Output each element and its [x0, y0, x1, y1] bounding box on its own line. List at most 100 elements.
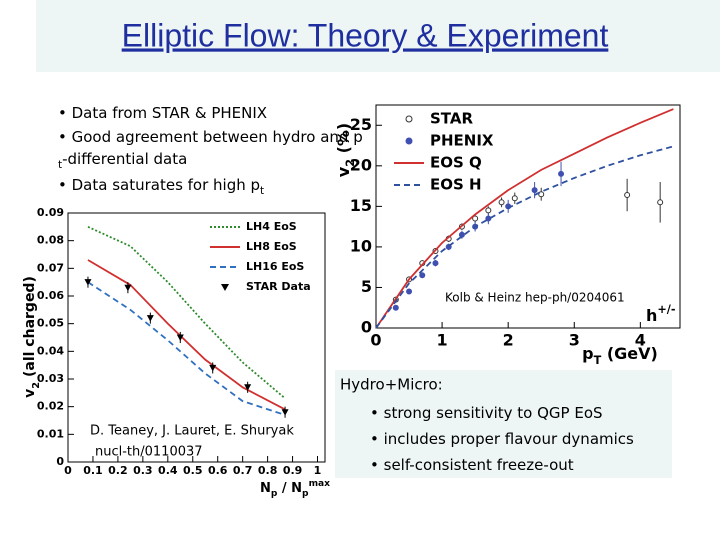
annotation: Kolb & Heinz hep-ph/0204061	[445, 291, 625, 305]
x-tick-label: 0.8	[258, 464, 278, 477]
legend-label: LH16 EoS	[246, 260, 304, 273]
plot-frame	[67, 212, 326, 463]
legend-label: EOS Q	[430, 154, 482, 172]
data-point	[244, 384, 252, 391]
x-tick-label: 0.3	[133, 464, 153, 477]
y-tick-label: 0.09	[37, 206, 64, 219]
x-axis-label-part: p	[302, 489, 309, 499]
particle-label-part: h	[646, 306, 657, 325]
series-line	[375, 108, 674, 329]
y-tick-label: 0	[361, 318, 372, 337]
y-tick-label: 15	[350, 196, 372, 215]
data-point	[511, 195, 518, 202]
notes-bg	[335, 370, 672, 478]
y-tick-label: 0.03	[37, 372, 64, 385]
bullet-dot: •	[58, 128, 72, 146]
x-tick-label: 0.4	[158, 464, 178, 477]
series-line	[375, 145, 674, 329]
y-axis-label-part: (%)	[334, 123, 353, 159]
bullet: • Good agreement between hydro and p	[58, 128, 363, 146]
particle-label: h+/-	[646, 303, 676, 325]
y-axis-label-part: v	[22, 389, 38, 398]
x-axis-label-part: T	[594, 354, 602, 367]
data-point	[531, 187, 538, 194]
x-tick-label: 0.7	[233, 464, 253, 477]
legend-label: LH8 EoS	[246, 240, 297, 253]
bullet-part: Data from STAR & PHENIX	[72, 104, 267, 122]
data-point	[176, 334, 184, 341]
data-point	[458, 231, 465, 238]
x-tick-label: 0.1	[83, 464, 103, 477]
bullet-dot: •	[370, 456, 384, 474]
legend-label: EOS H	[430, 176, 482, 194]
data-point	[472, 215, 479, 222]
x-tick-label: 0.5	[183, 464, 203, 477]
particle-label-part: +/-	[657, 303, 675, 316]
legend-swatch	[405, 115, 413, 123]
bullet-dot: •	[58, 176, 72, 194]
annotation: D. Teaney, J. Lauret, E. Shuryak	[90, 424, 294, 439]
x-axis-label-part: / N	[277, 481, 302, 496]
legend-swatch	[405, 137, 413, 145]
data-point	[209, 364, 217, 372]
data-point	[419, 272, 426, 279]
y-tick-label: 25	[350, 115, 372, 134]
data-point	[498, 199, 505, 206]
x-axis-label-part: N	[260, 481, 271, 496]
note-item: • self-consistent freeze-out	[370, 456, 574, 474]
bullet-part: t	[260, 185, 264, 197]
x-axis-label: pT (GeV)	[582, 344, 658, 367]
slide-title: Elliptic Flow: Theory & Experiment	[122, 17, 609, 53]
bullet: • Data from STAR & PHENIX	[58, 104, 267, 122]
x-tick-label: 3	[569, 330, 580, 349]
x-tick-label: 0	[64, 464, 72, 477]
note-item: • includes proper flavour dynamics	[370, 430, 634, 448]
x-axis-label: Np / Npmax	[260, 479, 330, 499]
y-tick-label: 0.05	[37, 317, 64, 330]
x-tick-label: 0.2	[108, 464, 128, 477]
title-bg	[36, 0, 720, 72]
y-tick-label: 0.08	[37, 234, 64, 247]
plot-frame	[375, 104, 681, 329]
bullet: • Data saturates for high pt	[58, 176, 264, 198]
y-axis-label-part: 2	[31, 382, 42, 389]
y-tick-label: 0.04	[37, 344, 64, 357]
note-text: self-consistent freeze-out	[384, 456, 574, 474]
x-tick-label: 1	[314, 464, 322, 477]
legend-label: STAR Data	[246, 280, 311, 293]
x-tick-label: 2	[503, 330, 514, 349]
data-point	[281, 409, 289, 416]
bullet-dot: •	[58, 104, 72, 122]
y-tick-label: 0.06	[37, 289, 64, 302]
x-axis-label-part: p	[271, 489, 278, 499]
data-point	[558, 170, 565, 177]
data-point	[146, 315, 154, 322]
legend-label: STAR	[430, 110, 473, 128]
x-tick-label: 0	[370, 330, 381, 349]
series-line	[87, 281, 286, 416]
bullet-dot: •	[370, 430, 384, 448]
data-point	[392, 304, 399, 311]
data-point	[485, 207, 492, 214]
x-axis-label-part: p	[582, 344, 593, 363]
annotation: nucl-th/0110037	[95, 445, 203, 460]
data-point	[406, 288, 413, 295]
y-tick-label: 0.02	[37, 400, 64, 413]
series-line	[87, 226, 286, 400]
bullet-box	[52, 95, 330, 198]
y-axis-label: v2 (%)	[334, 123, 357, 177]
series-line	[87, 259, 286, 411]
y-tick-label: 0.07	[37, 261, 64, 274]
y-tick-label: 5	[361, 277, 372, 296]
data-point	[124, 284, 132, 292]
legend-swatch	[221, 284, 229, 291]
note-text: strong sensitivity to QGP EoS	[384, 404, 603, 422]
x-tick-label: 1	[437, 330, 448, 349]
bullet-dot: •	[370, 404, 384, 422]
legend-label: LH4 EoS	[246, 220, 297, 233]
y-axis-label: v2 (all charged)	[22, 276, 42, 398]
bullet-part: -differential data	[62, 150, 187, 168]
legend-label: PHENIX	[430, 132, 494, 150]
